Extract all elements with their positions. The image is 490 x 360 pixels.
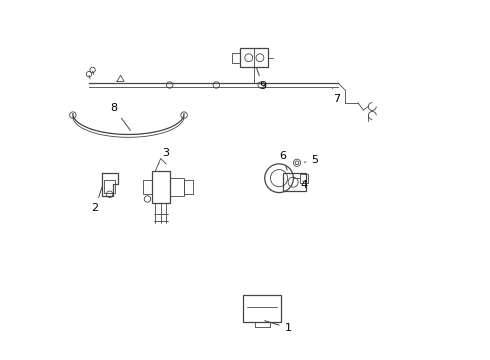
Text: 3: 3 — [159, 148, 170, 163]
Text: 7: 7 — [333, 89, 340, 104]
Text: 9: 9 — [257, 68, 267, 91]
Bar — [300, 174, 308, 183]
Text: 6: 6 — [279, 150, 287, 170]
Bar — [243, 295, 281, 321]
Bar — [232, 53, 240, 63]
Text: 8: 8 — [111, 103, 130, 130]
Bar — [170, 178, 184, 196]
Text: 5: 5 — [304, 155, 319, 165]
Text: 2: 2 — [92, 186, 102, 213]
Bar — [143, 180, 152, 194]
Bar — [152, 171, 170, 203]
Bar — [184, 180, 193, 194]
Bar — [283, 173, 306, 192]
Bar — [240, 48, 269, 67]
Bar — [104, 180, 115, 193]
Text: 4: 4 — [300, 180, 308, 190]
Text: 1: 1 — [265, 321, 292, 333]
